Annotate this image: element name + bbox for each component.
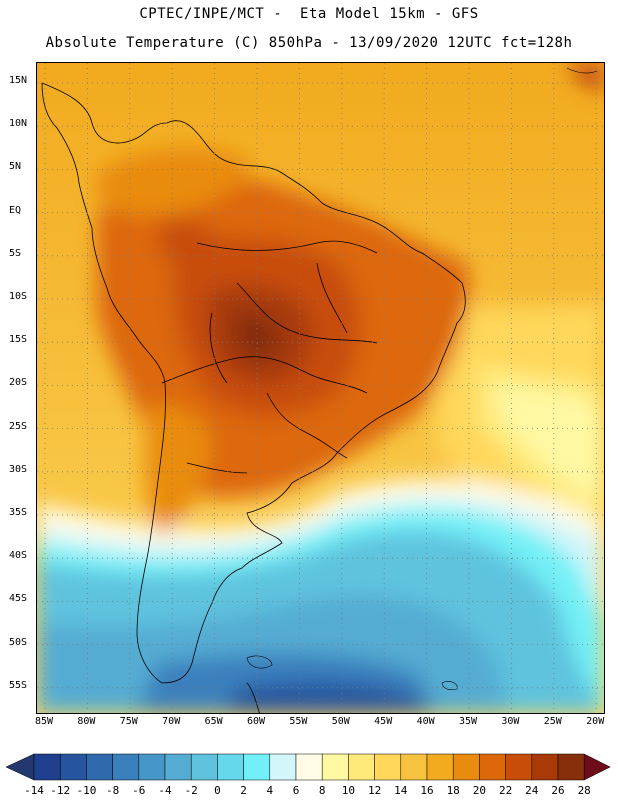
colorbar-swatch [138,753,166,781]
colorbar-tick-label: 10 [341,784,356,797]
colorbar-swatch [531,753,559,781]
colorbar-swatch [505,753,533,781]
colorbar-tick-label: 12 [367,784,382,797]
colorbar-tick-label: -2 [184,784,198,797]
islands [246,67,598,691]
colorbar-swatch [295,753,323,781]
colorbar-swatch [348,753,375,781]
latitude-label: 30S [9,463,28,475]
colorbar-swatch [190,753,218,781]
longitude-label: 60W [246,716,266,727]
colorbar-swatch [243,753,271,781]
latitude-label: 20S [9,377,28,389]
colorbar-tick-label: 4 [266,784,274,797]
colorbar-swatch [33,753,61,781]
longitude-label: 85W [34,716,54,727]
latitude-label: 15N [9,75,28,86]
colorbar-tick-label: 0 [214,784,221,797]
longitude-label: 70W [162,716,181,727]
longitude-label: 80W [77,716,96,727]
colorbar-tick-label: 20 [472,784,487,797]
colorbar-swatch [557,753,585,781]
latitude-label: EQ [9,204,22,216]
longitude-label: 40W [416,716,435,727]
latitude-label: 5S [9,247,22,259]
colorbar-over-triangle [583,753,611,781]
colorbar-swatch [374,753,402,781]
colorbar-tick-label: -14 [24,784,44,797]
colorbar-tick-label: -8 [105,784,120,797]
colorbar-swatch [479,753,506,781]
graticule [37,63,604,713]
longitude-label: 25W [543,716,562,727]
colorbar-tick-label: 14 [394,784,408,797]
colorbar-swatch [269,753,297,781]
latitude-label: 50S [9,636,28,648]
latitude-label: 40S [9,550,28,562]
colorbar-tick-label: -10 [76,784,97,797]
latitude-label: 15S [9,334,28,346]
latitude-label: 55S [9,679,28,691]
colorbar-tick-label: 8 [318,784,326,797]
coastlines [41,82,466,713]
latitude-label: 45S [9,593,28,605]
colorbar-swatch [164,753,192,781]
colorbar-tick-label: 24 [525,784,539,797]
longitude-label: 55W [289,716,308,727]
colorbar-tick-label: 2 [240,784,247,797]
colorbar-tick-label: 22 [498,784,513,797]
latitude-label: 10S [9,291,28,302]
colorbar-swatch [112,753,140,781]
longitude-label: 20W [586,716,605,727]
colorbar-under-triangle [5,753,35,781]
latitude-label: 35S [9,507,28,518]
colorbar-swatch [400,753,428,781]
longitude-label: 30W [501,716,520,727]
colorbar-tick-label: 26 [551,784,565,797]
latitude-label: 25S [9,420,28,432]
temperature-field-layers [37,63,604,713]
longitude-label: 75W [119,716,138,727]
latitude-label: 10N [9,118,28,130]
colorbar-swatch [86,753,113,781]
colorbar-tick-label: -12 [50,784,71,797]
colorbar-swatch [452,753,480,781]
temperature-map [36,62,605,714]
longitude-label: 50W [331,716,350,727]
colorbar-swatch [59,753,87,781]
title-line-1: CPTEC/INPE/MCT - Eta Model 15km - GFS [139,6,479,22]
latitude-label: 5N [9,161,22,173]
longitude-label: 35W [458,716,478,727]
colorbar-swatch [426,753,454,781]
colorbar-tick-label: 18 [446,784,460,797]
colorbar-swatch [321,753,349,781]
longitude-label: 45W [374,716,393,727]
colorbar-swatch [217,753,244,781]
colorbar-tick-label: -6 [132,784,146,797]
colorbar-tick-label: 6 [292,784,300,797]
colorbar-tick-label: 28 [577,784,591,797]
colorbar-tick-label: 16 [420,784,434,797]
colorbar [5,753,611,781]
colorbar-tick-label: -4 [158,784,172,797]
title-line-2: Absolute Temperature (C) 850hPa - 13/09/… [45,35,573,51]
longitude-label: 65W [204,716,223,727]
